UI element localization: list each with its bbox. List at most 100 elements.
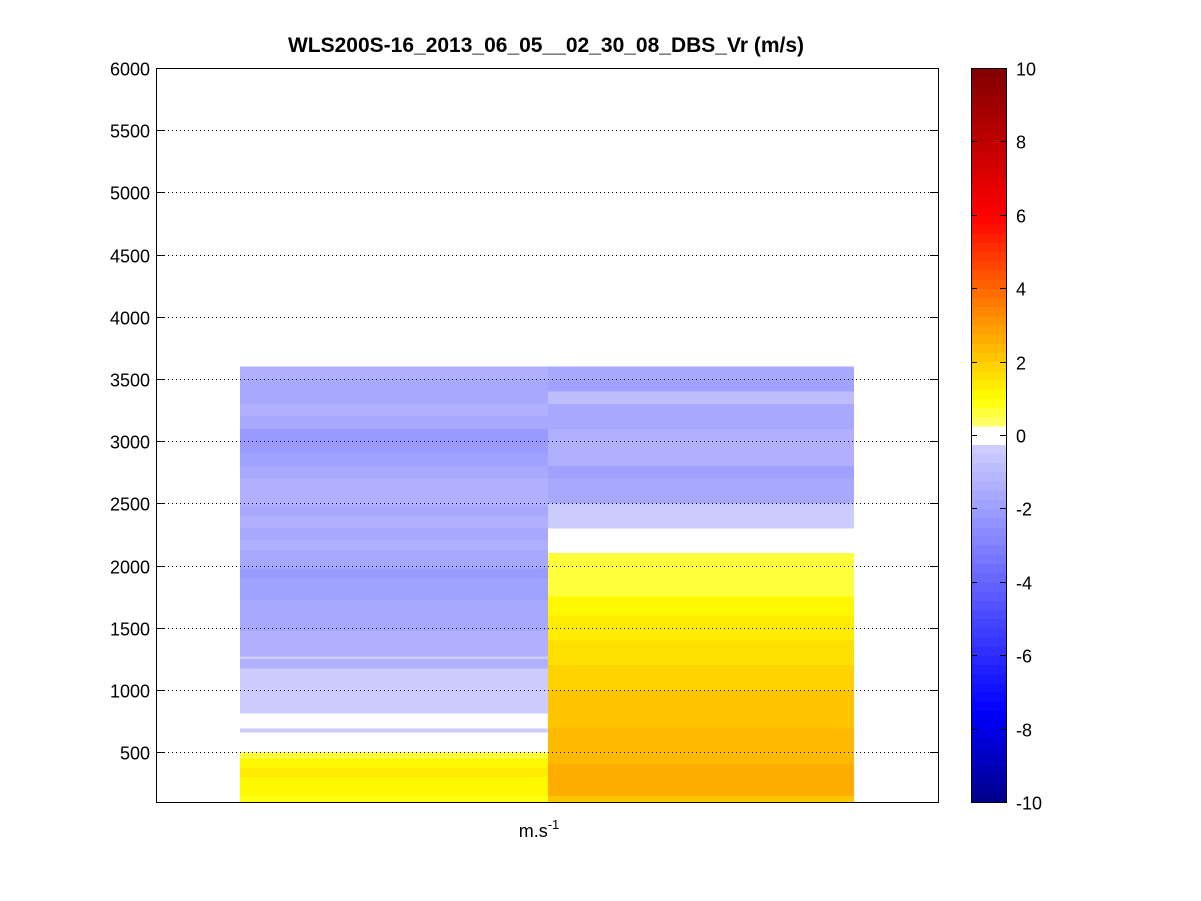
heatmap-cell: [548, 615, 854, 641]
heatmap-cell: [240, 777, 548, 790]
colorbar-swatch: [971, 572, 1006, 583]
colorbar-swatch: [971, 792, 1006, 803]
colorbar-swatch: [971, 535, 1006, 546]
colorbar-swatch: [971, 646, 1006, 656]
heatmap-cell: [548, 478, 854, 504]
colorbar-swatch: [971, 297, 1006, 308]
colorbar-swatch: [971, 242, 1006, 253]
heatmap-cell: [548, 795, 854, 802]
y-tick-label: 1500: [110, 620, 150, 640]
colorbar-swatch: [971, 691, 1006, 702]
colorbar-swatch: [971, 334, 1006, 344]
colorbar-swatch: [971, 95, 1006, 106]
colorbar-swatch: [971, 214, 1006, 225]
colorbar-swatch: [971, 471, 1006, 482]
colorbar-swatch: [971, 783, 1006, 794]
colorbar-swatch: [971, 416, 1006, 427]
heatmap-cell: [548, 714, 854, 728]
heatmap-cell: [548, 702, 854, 715]
y-tick-label: 2000: [110, 558, 150, 578]
colorbar-swatch: [971, 260, 1006, 271]
colorbar-swatch: [971, 196, 1006, 207]
colorbar-swatch: [971, 178, 1006, 188]
heatmap-cell: [548, 596, 854, 600]
y-tick-label: 3500: [110, 371, 150, 391]
y-tick-label: 5000: [110, 184, 150, 204]
colorbar-swatch: [971, 77, 1006, 87]
heatmap-cell: [548, 466, 854, 479]
colorbar-swatch: [971, 499, 1006, 509]
y-tick-label: 4500: [110, 247, 150, 267]
heatmap-cell: [240, 478, 548, 507]
heatmap-cell: [548, 677, 854, 691]
colorbar-tick-label: -8: [1016, 721, 1032, 741]
y-tick-label: 4000: [110, 309, 150, 329]
colorbar-swatch: [971, 269, 1006, 280]
colorbar-swatch: [971, 490, 1006, 500]
axes-frame: [156, 68, 939, 803]
heatmap-cell: [240, 416, 548, 429]
colorbar-swatch: [971, 627, 1006, 638]
colorbar-swatch: [971, 150, 1006, 161]
colorbar-swatch: [971, 68, 1006, 78]
chart-title: WLS200S-16_2013_06_05__02_30_08_DBS_Vr (…: [288, 34, 804, 57]
colorbar-swatch: [971, 609, 1006, 620]
colorbar-swatch: [971, 444, 1006, 454]
colorbar-swatch: [971, 719, 1006, 730]
heatmap-cell: [240, 795, 548, 802]
heatmap-cell: [548, 764, 854, 778]
colorbar-swatch: [971, 774, 1006, 785]
colorbar-swatch: [971, 462, 1006, 473]
colorbar-swatch: [971, 682, 1006, 693]
x-axis-label: m.s-1: [519, 817, 560, 841]
colorbar-swatch: [971, 737, 1006, 748]
heatmap-cell: [548, 503, 854, 529]
heatmap-cell: [240, 568, 548, 579]
colorbar-swatch: [971, 205, 1006, 216]
colorbar-swatch: [971, 508, 1006, 519]
colorbar-swatch: [971, 104, 1006, 115]
heatmap-cell: [548, 379, 854, 392]
y-tick-label: 1000: [110, 682, 150, 702]
heatmap-cell: [548, 690, 854, 703]
heatmap-cell: [240, 599, 548, 631]
plot-area: 500 1000 1500 2000 2500 3000 3500 4000 4500 5000 5…: [110, 60, 939, 803]
colorbar-swatch: [971, 123, 1006, 133]
colorbar-swatch: [971, 223, 1006, 234]
heatmap-cell: [240, 403, 548, 417]
colorbar-swatch: [971, 480, 1006, 491]
y-tick-label: 2500: [110, 495, 150, 515]
heatmap-cell: [240, 713, 548, 729]
colorbar-swatch: [971, 407, 1006, 418]
colorbar-swatch: [971, 279, 1006, 289]
heatmap-cell: [240, 758, 548, 768]
colorbar-swatch: [971, 425, 1006, 436]
x-axis-label-exponent: -1: [548, 817, 560, 832]
heatmap-cell: [240, 767, 548, 778]
colorbar-swatch: [971, 251, 1006, 262]
colorbar-tick-label: 6: [1016, 207, 1026, 227]
colorbar-swatch: [971, 563, 1006, 574]
heatmap-cell: [240, 366, 548, 380]
colorbar-swatch: [971, 435, 1006, 445]
colorbar-tick-label: -4: [1016, 574, 1032, 594]
heatmap-cell: [548, 366, 854, 380]
colorbar-swatch: [971, 315, 1006, 326]
heatmap-cell: [548, 391, 854, 404]
heatmap-cell: [548, 665, 854, 678]
colorbar-swatch: [971, 288, 1006, 298]
heatmap-cell: [240, 528, 548, 541]
colorbar-swatch: [971, 370, 1006, 381]
heatmap-cell: [240, 506, 548, 516]
colorbar-swatch: [971, 379, 1006, 390]
colorbar-tick-label: 10: [1016, 60, 1036, 80]
heatmap-cell: [548, 553, 854, 597]
colorbar-swatch: [971, 728, 1006, 739]
heatmap-cell: [548, 428, 854, 467]
heatmap-cell: [240, 668, 548, 714]
colorbar-swatch: [971, 352, 1006, 363]
y-tick-label: 500: [120, 744, 150, 764]
heatmap-cell: [548, 727, 854, 765]
heatmap-cell: [240, 550, 548, 569]
